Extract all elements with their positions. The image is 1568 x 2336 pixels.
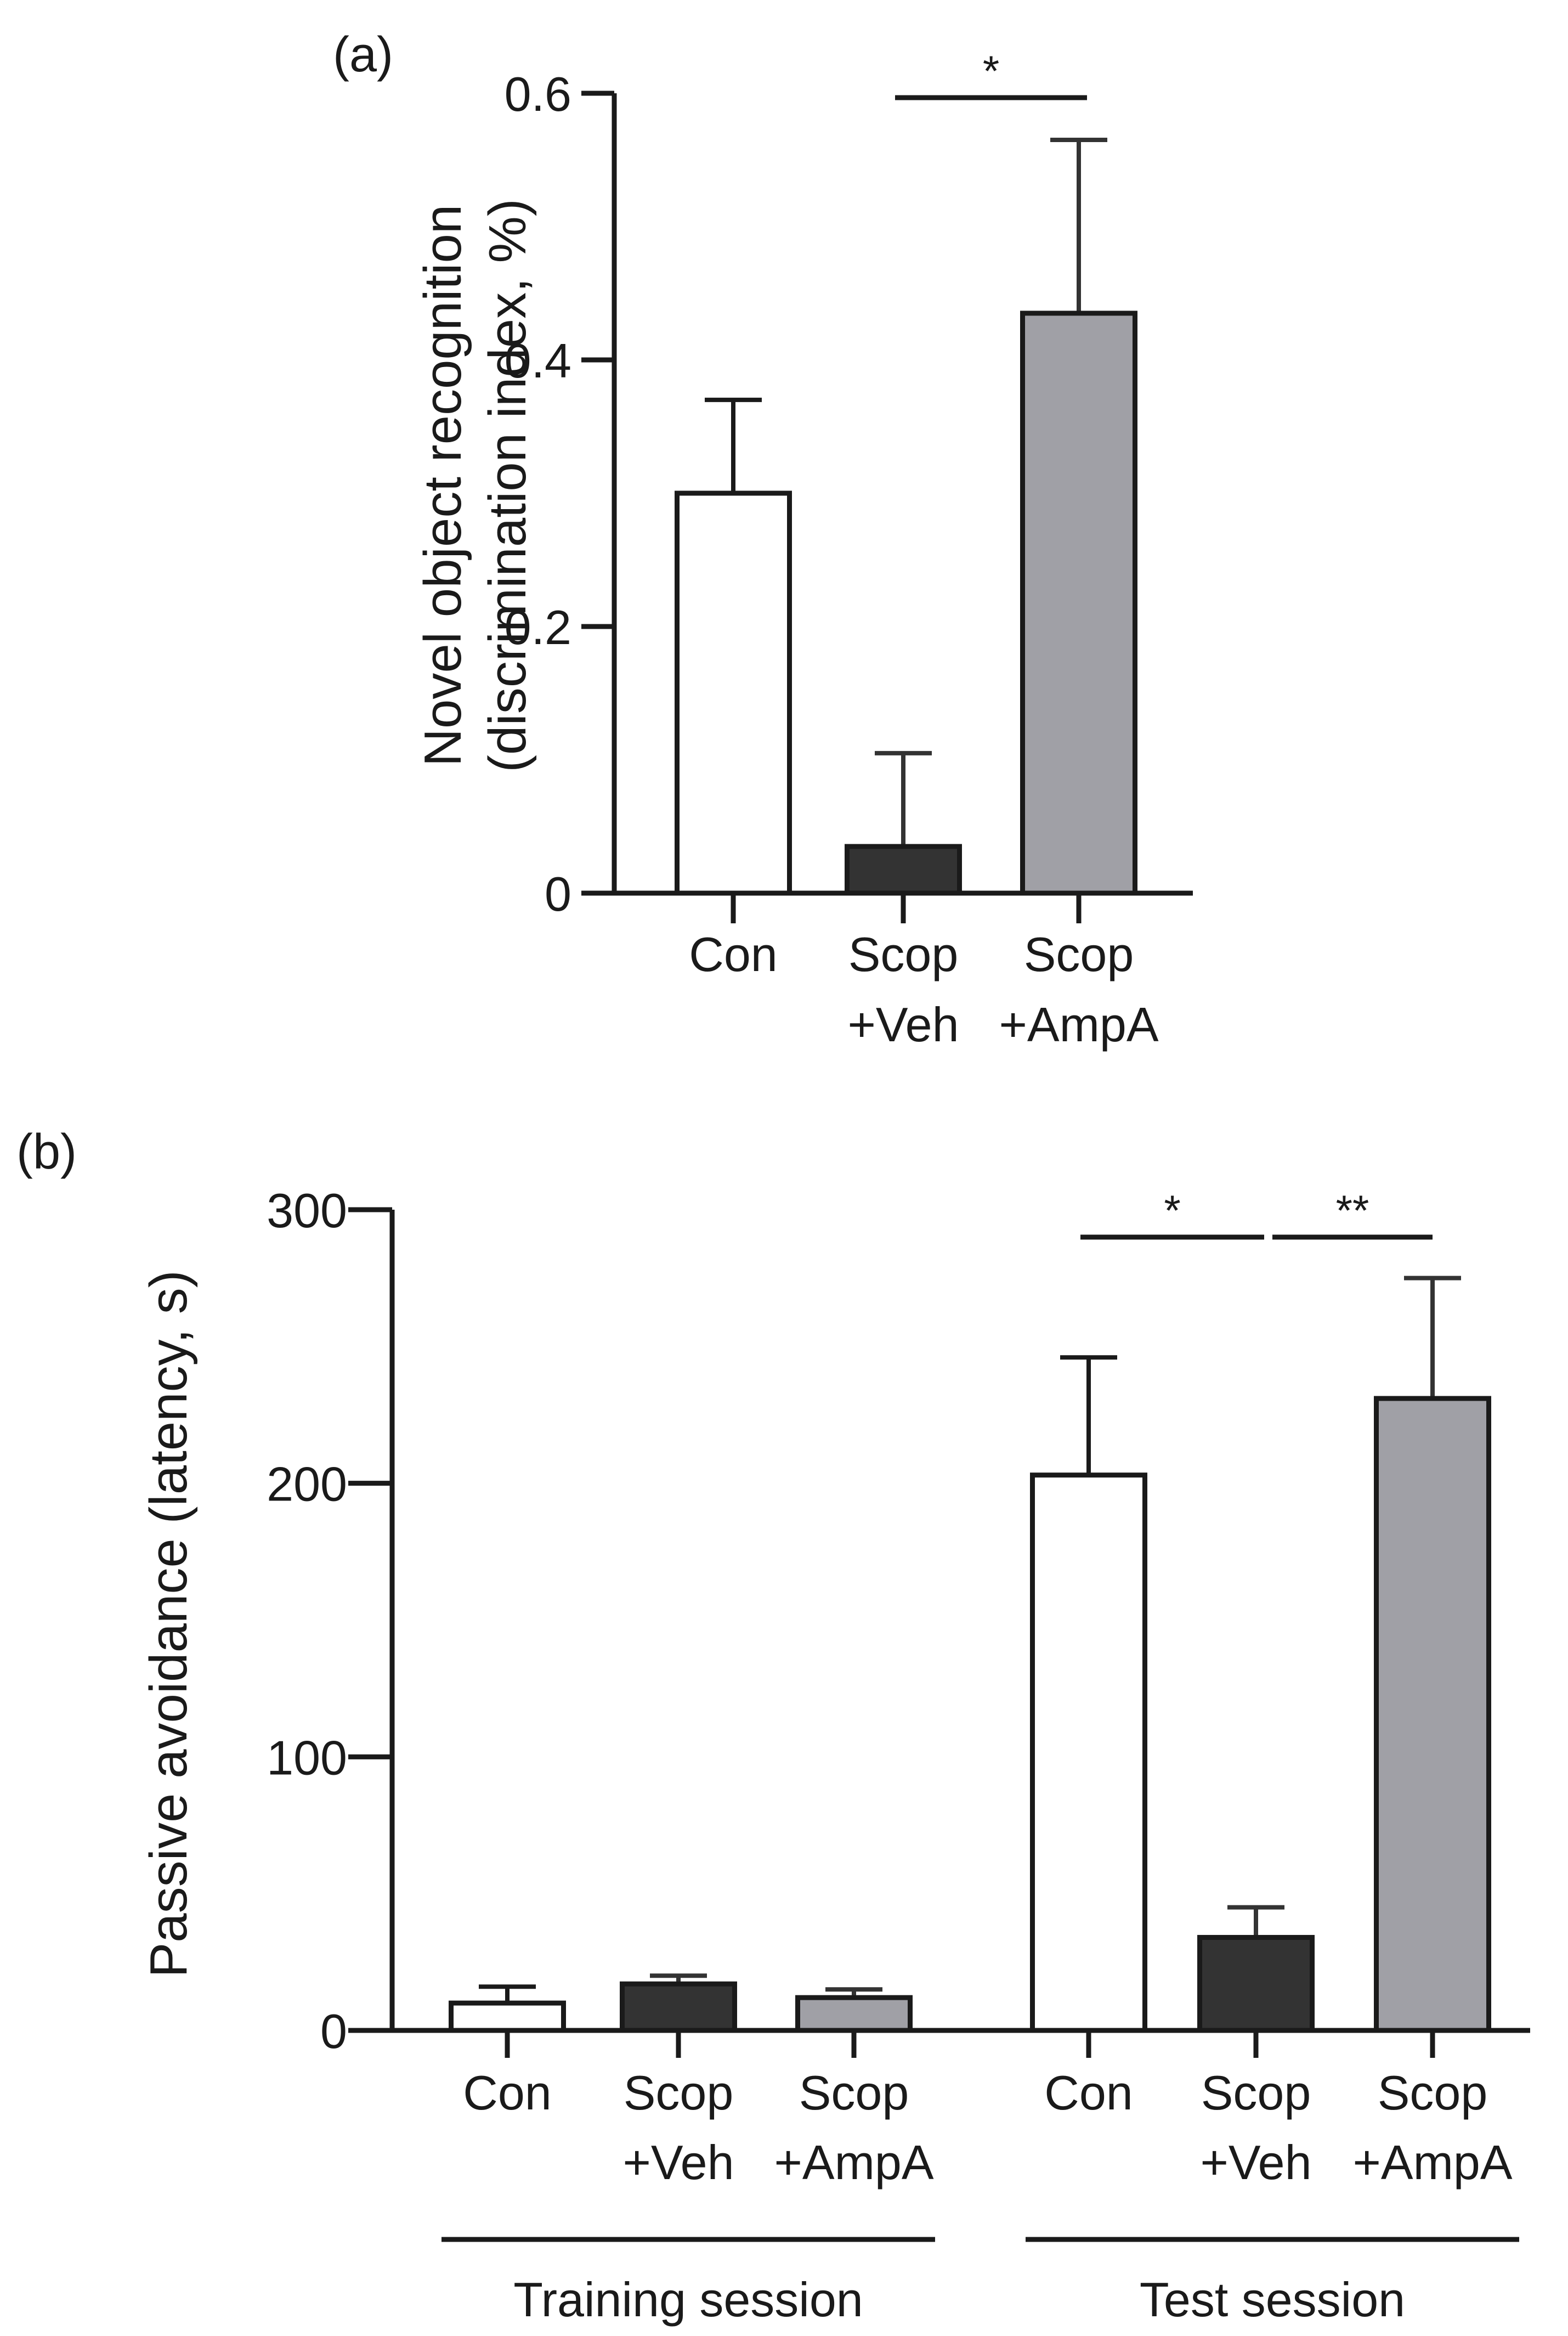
panel-b-x-labels: Con Scop +Veh Scop +AmpA Con Scop +Veh Scop +AmpA [463, 2066, 1513, 2190]
panel-b-significance: * ** [1080, 1186, 1433, 1240]
panel-b-x-label-line2: +AmpA [1352, 2135, 1512, 2190]
panel-a-bar [675, 490, 792, 896]
panel-b-bar [795, 1995, 913, 2033]
panel-b-y-tick-label: 0 [320, 2004, 347, 2058]
panel-b-ylabel: Passive avoidance (latency, s) [139, 1270, 198, 1977]
panel-b-bar [1374, 1396, 1491, 2033]
panel-b-group-labels: Training session Test session [441, 2237, 1519, 2327]
panel-b-x-label-line2: +AmpA [774, 2135, 933, 2190]
panel-a: (a) Novel object recognition (discrimina… [333, 27, 1193, 1052]
panel-b-y-tick-label: 200 [267, 1457, 347, 1511]
panel-a-bar [845, 844, 962, 896]
panel-a-x-label-line2: +Veh [847, 997, 959, 1052]
panel-a-label: (a) [333, 27, 393, 82]
panel-a-significance-label: * [983, 47, 999, 95]
panel-b-x-label-line1: Scop [624, 2066, 734, 2120]
panel-b-x-label-line1: Scop [1378, 2066, 1488, 2120]
panel-a-y-tick-label: 0.2 [505, 600, 571, 654]
panel-b-significance-label: ** [1336, 1186, 1369, 1234]
panel-b-y-tick-label: 100 [267, 1730, 347, 1785]
panel-a-ylabel-line1: Novel object recognition [414, 205, 472, 767]
panel-b-y-tick-label: 300 [267, 1183, 347, 1238]
panel-b-x-label-line1: Con [1044, 2066, 1133, 2120]
panel-b-bar [1197, 1934, 1315, 2033]
panel-b: (b) Passive avoidance (latency, s) 0 100 2… [16, 1125, 1530, 2327]
panel-b-label: (b) [16, 1125, 77, 1180]
panel-b-x-label-line1: Scop [799, 2066, 909, 2120]
panel-a-ylabel-line2: (discrimination index, %) [478, 199, 537, 772]
panel-b-x-label-line2: +Veh [1200, 2135, 1311, 2190]
panel-a-x-label-line1: Scop [1024, 927, 1134, 981]
panel-a-significance: * [895, 47, 1087, 100]
panel-a-x-label-line2: +AmpA [999, 997, 1158, 1052]
panel-b-x-label-line2: +Veh [622, 2135, 734, 2190]
panel-b-group-label: Training session [513, 2272, 863, 2327]
panel-a-x-label-line1: Con [689, 927, 777, 981]
panel-a-x-labels: Con Scop +Veh Scop +AmpA [689, 927, 1159, 1052]
panel-b-bar [449, 2000, 566, 2033]
panel-b-bar [1030, 1472, 1147, 2033]
panel-a-bars [675, 138, 1137, 923]
panel-b-x-label-line1: Con [463, 2066, 551, 2120]
panel-b-bar [620, 1981, 737, 2033]
panel-b-bars [449, 1276, 1491, 2058]
panel-b-significance-label: * [1164, 1186, 1180, 1234]
panel-a-y-tick-label: 0.6 [505, 67, 571, 121]
panel-b-x-label-line1: Scop [1201, 2066, 1311, 2120]
panel-b-group-label: Test session [1140, 2272, 1405, 2327]
panel-a-y-tick-label: 0 [545, 867, 571, 921]
panel-a-y-tick-label: 0.4 [505, 334, 571, 388]
panel-a-bar [1020, 311, 1137, 896]
panel-a-x-label-line1: Scop [848, 927, 959, 981]
panel-b-axes: 0 100 200 300 [267, 1183, 1530, 2058]
